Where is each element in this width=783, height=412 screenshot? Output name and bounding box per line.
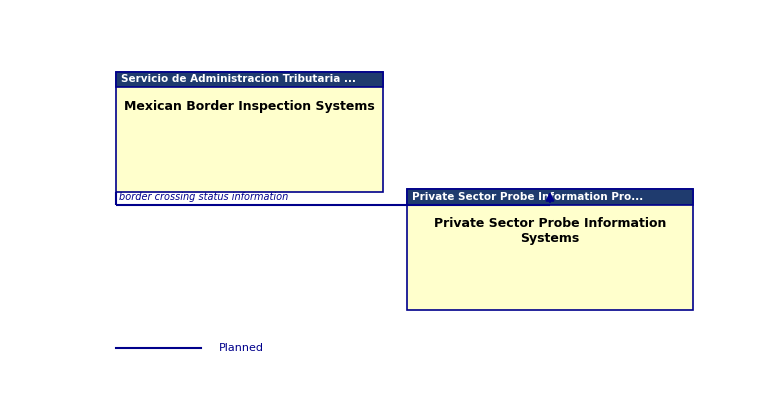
Text: Servicio de Administracion Tributaria ...: Servicio de Administracion Tributaria ..… — [121, 75, 356, 84]
Text: Mexican Border Inspection Systems: Mexican Border Inspection Systems — [124, 100, 375, 113]
FancyBboxPatch shape — [407, 189, 693, 309]
Text: Private Sector Probe Information
Systems: Private Sector Probe Information Systems — [434, 218, 666, 246]
Text: border crossing status information: border crossing status information — [119, 192, 288, 202]
FancyBboxPatch shape — [407, 189, 693, 205]
FancyBboxPatch shape — [116, 72, 383, 87]
Text: Private Sector Probe Information Pro...: Private Sector Probe Information Pro... — [412, 192, 644, 202]
Text: Planned: Planned — [219, 343, 264, 353]
FancyBboxPatch shape — [116, 72, 383, 192]
